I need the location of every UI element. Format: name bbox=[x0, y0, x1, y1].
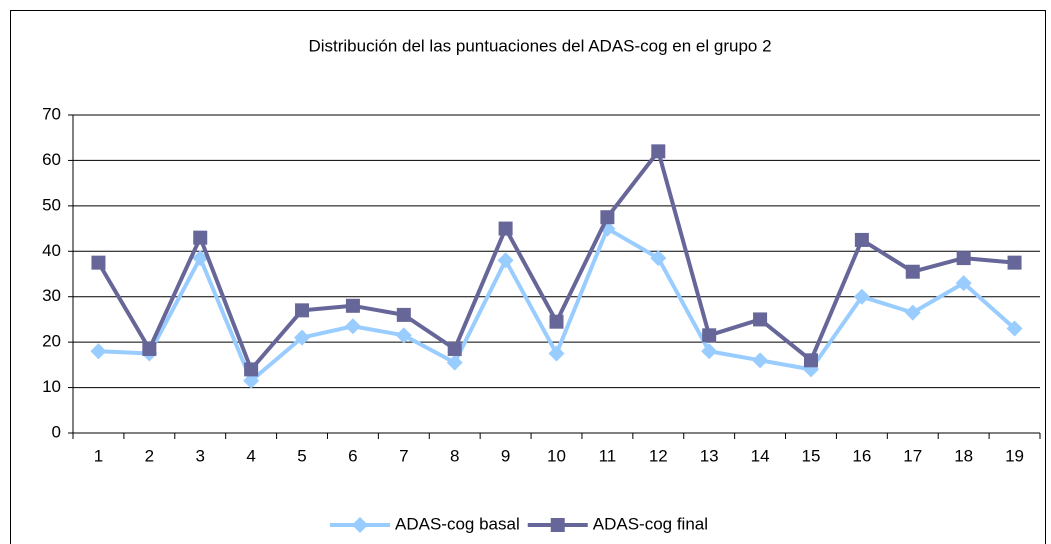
marker bbox=[244, 362, 259, 377]
y-tick-label: 60 bbox=[42, 150, 61, 169]
y-tick-label: 30 bbox=[42, 286, 61, 305]
y-tick-label: 40 bbox=[42, 241, 61, 260]
x-tick-label: 6 bbox=[348, 446, 357, 465]
marker bbox=[446, 354, 463, 371]
x-tick-label: 16 bbox=[852, 446, 871, 465]
marker bbox=[344, 318, 361, 335]
marker bbox=[193, 230, 208, 245]
marker bbox=[396, 307, 411, 322]
x-tick-label: 15 bbox=[802, 446, 821, 465]
y-tick-label: 50 bbox=[42, 195, 61, 214]
marker bbox=[905, 264, 920, 279]
y-tick-label: 0 bbox=[52, 422, 61, 441]
marker bbox=[1007, 255, 1022, 270]
x-tick-label: 17 bbox=[903, 446, 922, 465]
chart-title: Distribución del las puntuaciones del AD… bbox=[308, 36, 771, 55]
x-tick-label: 9 bbox=[501, 446, 510, 465]
marker bbox=[295, 303, 310, 318]
x-tick-label: 7 bbox=[399, 446, 408, 465]
y-tick-label: 70 bbox=[42, 104, 61, 123]
marker bbox=[1006, 320, 1023, 337]
marker bbox=[600, 210, 615, 225]
marker bbox=[192, 250, 209, 267]
marker bbox=[650, 250, 667, 267]
chart-border bbox=[10, 10, 1046, 544]
marker bbox=[753, 312, 768, 327]
marker bbox=[550, 518, 565, 532]
marker bbox=[548, 345, 565, 362]
x-tick-label: 19 bbox=[1005, 446, 1024, 465]
x-tick-label: 1 bbox=[94, 446, 103, 465]
marker bbox=[853, 288, 870, 305]
marker bbox=[91, 255, 106, 270]
marker bbox=[352, 517, 368, 533]
x-tick-label: 13 bbox=[700, 446, 719, 465]
y-tick-label: 20 bbox=[42, 332, 61, 351]
x-tick-label: 12 bbox=[649, 446, 668, 465]
marker bbox=[701, 343, 718, 360]
x-tick-label: 10 bbox=[547, 446, 566, 465]
marker bbox=[702, 328, 717, 343]
y-tick-label: 10 bbox=[42, 377, 61, 396]
marker bbox=[90, 343, 107, 360]
marker bbox=[955, 275, 972, 292]
marker bbox=[243, 372, 260, 389]
marker bbox=[498, 221, 513, 236]
marker bbox=[549, 314, 564, 329]
marker bbox=[854, 232, 869, 247]
marker bbox=[395, 327, 412, 344]
marker bbox=[497, 252, 514, 269]
legend-label: ADAS-cog final bbox=[593, 514, 708, 533]
marker bbox=[447, 341, 462, 356]
marker bbox=[142, 341, 157, 356]
legend-label: ADAS-cog basal bbox=[395, 514, 520, 533]
x-tick-label: 18 bbox=[954, 446, 973, 465]
marker bbox=[956, 251, 971, 266]
marker bbox=[345, 298, 360, 313]
x-tick-label: 11 bbox=[599, 446, 617, 465]
x-tick-label: 5 bbox=[297, 446, 306, 465]
marker bbox=[752, 352, 769, 369]
x-tick-label: 2 bbox=[145, 446, 154, 465]
marker bbox=[651, 144, 666, 159]
marker bbox=[294, 329, 311, 346]
x-tick-label: 14 bbox=[751, 446, 770, 465]
marker bbox=[803, 353, 818, 368]
marker bbox=[904, 304, 921, 321]
x-tick-label: 3 bbox=[196, 446, 205, 465]
x-tick-label: 4 bbox=[246, 446, 255, 465]
x-tick-label: 8 bbox=[450, 446, 459, 465]
